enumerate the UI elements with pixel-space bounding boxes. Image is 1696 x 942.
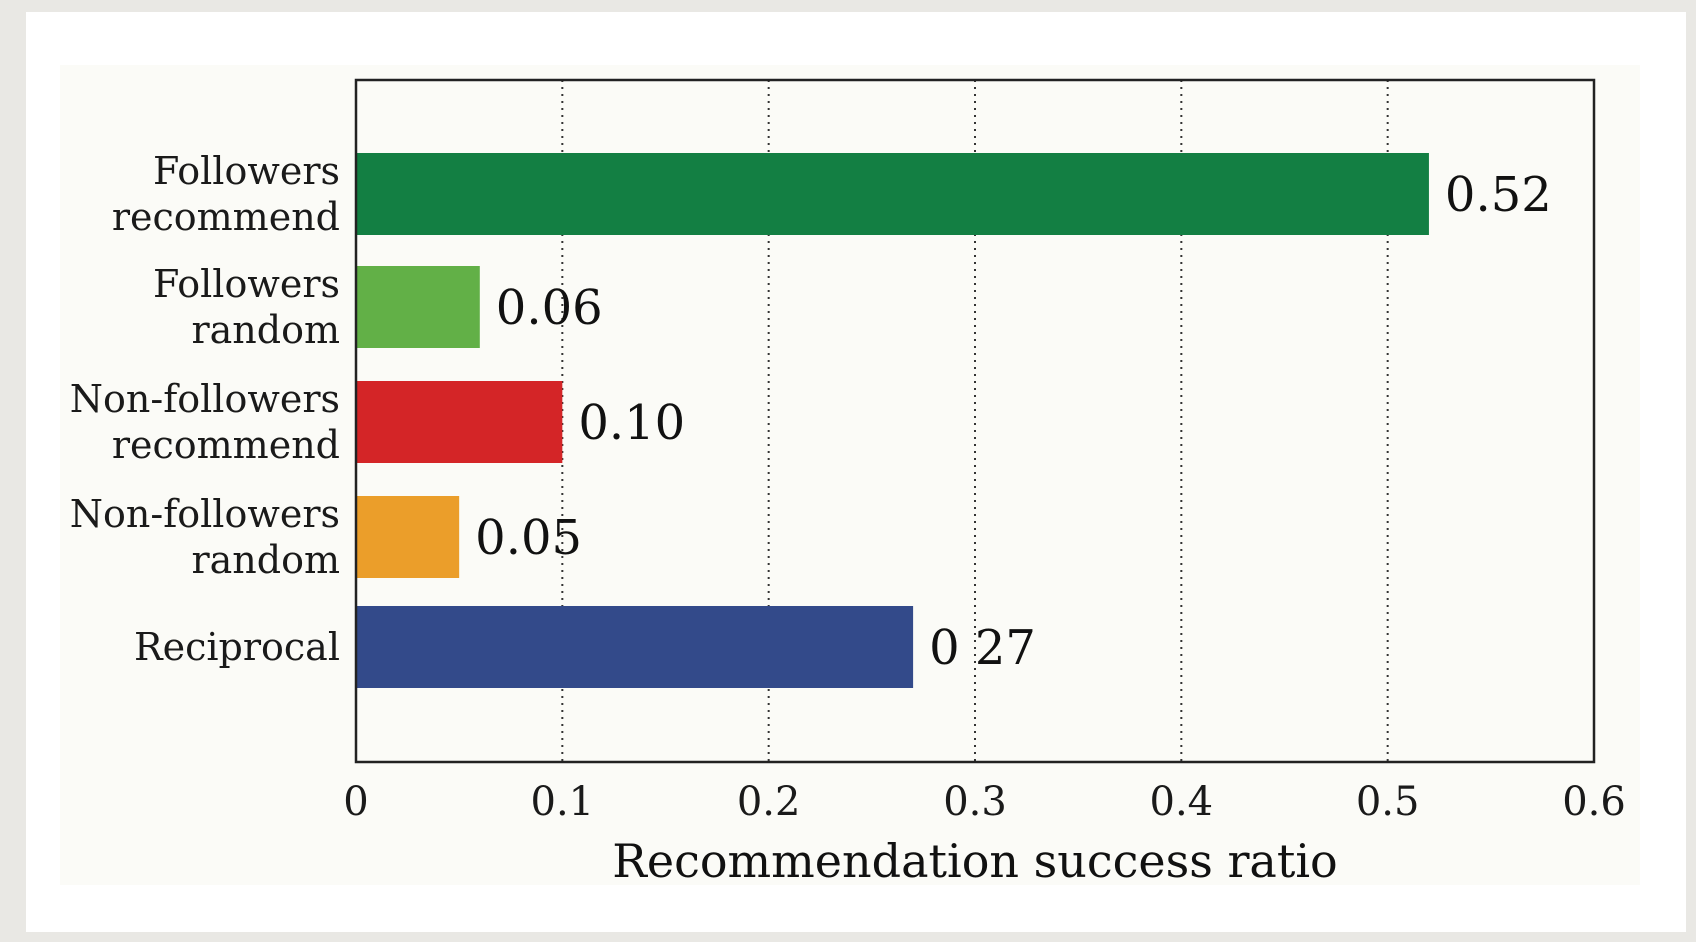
- x-axis-label: Recommendation success ratio: [612, 834, 1338, 888]
- x-tick-label: 0.1: [531, 779, 595, 825]
- category-label: Followers: [153, 262, 340, 306]
- bar: [356, 381, 563, 463]
- category-label: Followers: [153, 149, 340, 193]
- data-label: 0.06: [496, 280, 603, 336]
- x-tick-label: 0.2: [737, 779, 801, 825]
- bars: [356, 153, 1429, 688]
- category-label: Reciprocal: [134, 625, 340, 669]
- data-label: 0.10: [578, 395, 685, 451]
- plot-frame: [354, 78, 1596, 764]
- x-tick-label: 0.5: [1356, 779, 1420, 825]
- data-label: 0 27: [929, 620, 1036, 676]
- category-label: random: [191, 538, 340, 582]
- x-tick-label: 0.6: [1562, 779, 1626, 825]
- category-label: recommend: [112, 195, 340, 239]
- value-labels: 0.52 0.06 0.10 0.05 0 27: [475, 167, 1552, 676]
- data-label: 0.52: [1445, 167, 1552, 223]
- x-tick-label: 0.3: [943, 779, 1007, 825]
- x-tick-label: 0: [343, 779, 368, 825]
- category-label: random: [191, 308, 340, 352]
- category-labels: FollowersrecommendFollowersrandomNon-fol…: [70, 149, 340, 669]
- data-label: 0.05: [475, 510, 582, 566]
- bar: [356, 153, 1429, 235]
- x-tick-labels: 0 0.1 0.2 0.3 0.4 0.5 0.6: [343, 779, 1626, 825]
- x-tick-label: 0.4: [1150, 779, 1214, 825]
- bar: [356, 496, 460, 578]
- bar: [356, 266, 480, 348]
- category-label: Non-followers: [70, 377, 340, 421]
- bar: [356, 606, 914, 688]
- category-label: Non-followers: [70, 492, 340, 536]
- category-label: recommend: [112, 423, 340, 467]
